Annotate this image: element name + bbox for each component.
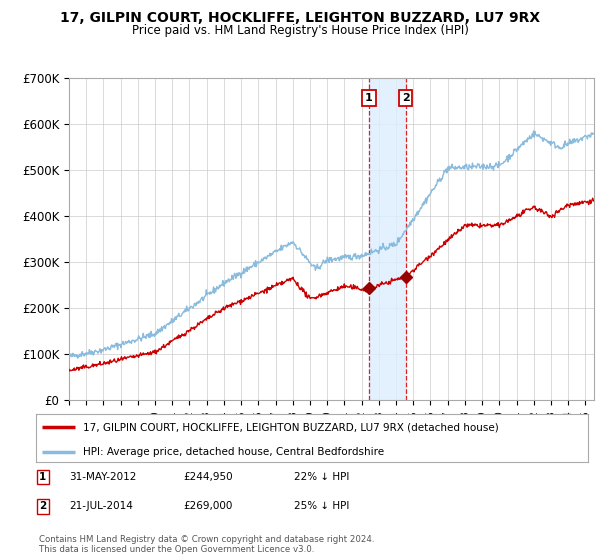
Text: 17, GILPIN COURT, HOCKLIFFE, LEIGHTON BUZZARD, LU7 9RX: 17, GILPIN COURT, HOCKLIFFE, LEIGHTON BU… xyxy=(60,11,540,25)
Text: 25% ↓ HPI: 25% ↓ HPI xyxy=(294,501,349,511)
Text: 21-JUL-2014: 21-JUL-2014 xyxy=(69,501,133,511)
Text: 22% ↓ HPI: 22% ↓ HPI xyxy=(294,472,349,482)
Text: 31-MAY-2012: 31-MAY-2012 xyxy=(69,472,136,482)
Text: 17, GILPIN COURT, HOCKLIFFE, LEIGHTON BUZZARD, LU7 9RX (detached house): 17, GILPIN COURT, HOCKLIFFE, LEIGHTON BU… xyxy=(83,423,499,433)
Text: Price paid vs. HM Land Registry's House Price Index (HPI): Price paid vs. HM Land Registry's House … xyxy=(131,24,469,37)
Text: Contains HM Land Registry data © Crown copyright and database right 2024.
This d: Contains HM Land Registry data © Crown c… xyxy=(39,535,374,554)
Text: HPI: Average price, detached house, Central Bedfordshire: HPI: Average price, detached house, Cent… xyxy=(83,446,384,456)
Text: £269,000: £269,000 xyxy=(183,501,232,511)
Text: 2: 2 xyxy=(401,93,409,103)
Text: 1: 1 xyxy=(39,472,46,482)
Bar xyxy=(369,78,406,400)
Text: 2: 2 xyxy=(39,501,46,511)
Text: £244,950: £244,950 xyxy=(183,472,233,482)
Text: 1: 1 xyxy=(365,93,373,103)
